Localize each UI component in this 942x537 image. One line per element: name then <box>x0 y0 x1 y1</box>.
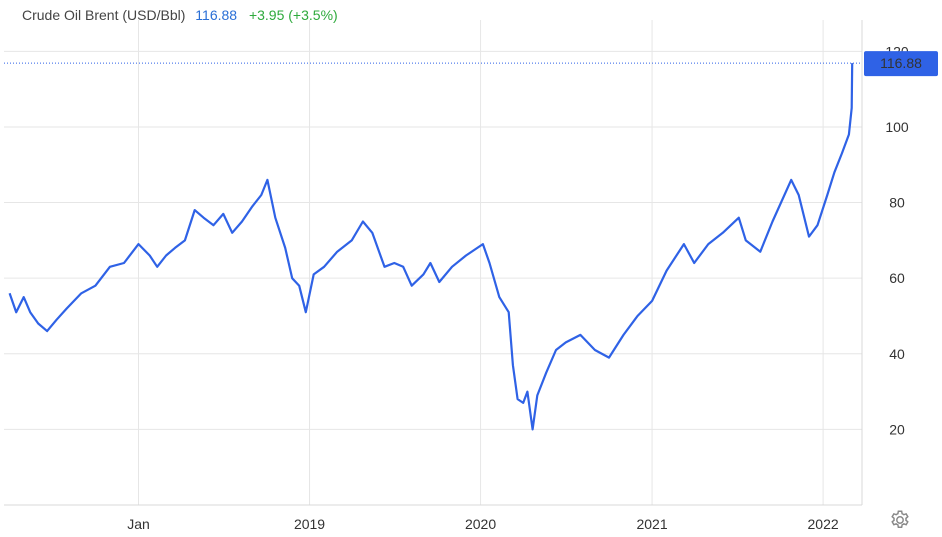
last-price-label: 116.88 <box>880 55 922 71</box>
y-tick-label: 40 <box>889 346 905 362</box>
y-tick-label: 60 <box>889 270 905 286</box>
x-tick-label: 2022 <box>808 516 839 532</box>
x-tick-label: 2020 <box>465 516 496 532</box>
series-line <box>8 63 854 431</box>
y-tick-label: 100 <box>885 119 909 135</box>
price-change: +3.95 (+3.5%) <box>248 7 338 23</box>
current-price: 116.88 <box>195 7 238 23</box>
x-tick-label: Jan <box>127 516 150 532</box>
y-tick-label: 80 <box>889 195 905 211</box>
gear-icon[interactable] <box>889 509 911 531</box>
x-tick-label: 2021 <box>636 516 667 532</box>
x-tick-label: 2019 <box>294 516 325 532</box>
x-axis: Jan 2019 2020 2021 2022 <box>127 516 839 532</box>
chart-title: Crude Oil Brent (USD/Bbl) <box>22 7 186 23</box>
y-axis: 20406080100120 <box>885 43 909 437</box>
chart-header: Crude Oil Brent (USD/Bbl) 116.88 +3.95 (… <box>22 7 340 23</box>
last-price-badge-bg <box>864 51 938 77</box>
last-price-badge: 116.88 <box>864 51 938 77</box>
grid <box>4 20 863 506</box>
y-tick-label: 20 <box>889 421 905 437</box>
